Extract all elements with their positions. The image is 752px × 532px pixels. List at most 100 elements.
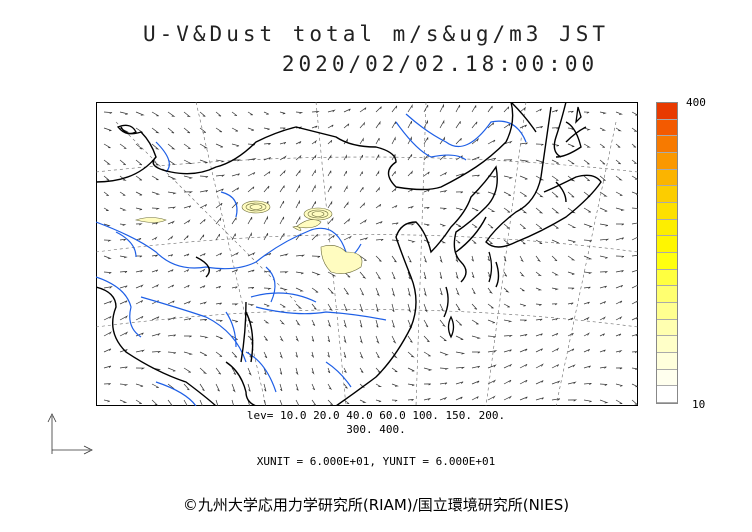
wind-arrow <box>231 173 240 177</box>
wind-arrow <box>631 351 638 354</box>
wind-arrow <box>455 366 465 369</box>
wind-arrow <box>503 239 511 245</box>
wind-arrow <box>471 156 480 161</box>
wind-arrow <box>487 139 496 145</box>
wind-arrow <box>327 124 334 129</box>
wind-arrow <box>407 287 411 297</box>
wind-arrow <box>423 255 427 263</box>
wind-arrow <box>103 239 112 242</box>
wind-arrow <box>519 191 527 197</box>
wind-arrow <box>311 139 317 145</box>
wind-arrow <box>551 398 561 401</box>
wind-arrow <box>599 301 606 305</box>
wind-arrow <box>487 157 497 161</box>
wind-arrow <box>199 204 207 209</box>
wind-arrow <box>119 191 126 196</box>
wind-arrow <box>343 154 347 161</box>
wind-arrow <box>167 269 174 273</box>
wind-arrow <box>183 284 190 289</box>
wind-arrow <box>231 251 239 257</box>
wind-arrow <box>151 254 159 257</box>
wind-arrow <box>295 111 304 114</box>
wind-arrow <box>407 367 415 372</box>
wind-arrow <box>583 348 590 353</box>
wind-arrow <box>631 367 638 371</box>
wind-arrow <box>359 399 367 403</box>
wind-arrow <box>327 303 333 312</box>
colorbar-swatch <box>657 286 677 304</box>
wind-arrow <box>583 143 591 148</box>
wind-arrow <box>247 383 251 392</box>
wind-arrow <box>199 175 209 178</box>
wind-arrow <box>407 271 411 280</box>
wind-arrow <box>615 255 625 258</box>
wind-arrow <box>599 191 608 197</box>
wind-arrow <box>311 335 315 342</box>
wind-arrow <box>167 111 176 117</box>
wind-arrow <box>615 350 623 353</box>
wind-arrow <box>215 269 222 273</box>
wind-arrow <box>151 283 160 289</box>
wind-arrow <box>215 202 223 209</box>
wind-arrow <box>375 319 379 328</box>
wind-arrow <box>263 127 270 131</box>
wind-arrow <box>119 366 128 369</box>
wind-arrow <box>359 271 367 279</box>
wind-arrow <box>423 319 429 328</box>
wind-arrow <box>503 175 514 179</box>
wind-arrow <box>103 127 112 132</box>
wind-arrow <box>151 236 158 241</box>
wind-arrow <box>215 233 220 241</box>
wind-arrow <box>455 319 463 326</box>
wind-arrow <box>343 287 349 295</box>
wind-arrow <box>215 217 222 225</box>
wind-arrow <box>359 351 364 359</box>
wind-arrow <box>535 271 542 277</box>
wind-arrow <box>135 237 142 241</box>
wind-arrow <box>567 191 575 198</box>
wind-arrow <box>407 303 412 313</box>
wind-arrow <box>471 303 478 310</box>
wind-arrow <box>583 382 592 385</box>
wind-arrow <box>135 300 143 305</box>
wind-arrow <box>551 303 558 306</box>
wind-arrow <box>295 169 301 177</box>
wind-arrow <box>247 303 255 307</box>
wind-arrow <box>151 127 160 134</box>
wind-arrow <box>167 316 177 321</box>
wind-arrow <box>551 318 558 321</box>
wind-arrow <box>391 205 398 209</box>
wind-arrow <box>263 143 271 146</box>
wind-arrow <box>391 171 396 177</box>
wind-arrow <box>279 287 288 291</box>
wind-arrow <box>631 191 638 196</box>
wind-arrow <box>343 335 347 344</box>
wind-arrow <box>615 284 623 289</box>
wind-arrow <box>311 111 320 114</box>
wind-arrow <box>135 315 144 321</box>
wind-arrow <box>183 300 192 305</box>
wind-arrow <box>231 303 239 306</box>
wind-arrow <box>615 367 623 370</box>
colorbar <box>656 102 678 404</box>
wind-arrow <box>455 255 459 263</box>
wind-arrow <box>535 239 543 244</box>
wind-arrow <box>215 159 224 163</box>
wind-arrow <box>519 396 528 401</box>
colorbar-swatch <box>657 136 677 154</box>
wind-arrow <box>551 159 559 164</box>
wind-arrow <box>167 367 176 372</box>
wind-arrow <box>583 399 592 403</box>
wind-arrow <box>391 287 396 297</box>
wind-arrow <box>567 332 574 337</box>
wind-arrow <box>343 319 347 328</box>
wind-arrow <box>279 111 286 115</box>
wind-arrow <box>295 399 300 406</box>
wind-arrow <box>167 351 177 355</box>
wind-arrow <box>295 141 302 145</box>
wind-arrow <box>327 399 333 406</box>
wind-arrow <box>487 364 497 369</box>
wind-arrow <box>423 119 429 129</box>
wind-arrow <box>215 252 222 257</box>
wind-arrow <box>535 348 543 353</box>
